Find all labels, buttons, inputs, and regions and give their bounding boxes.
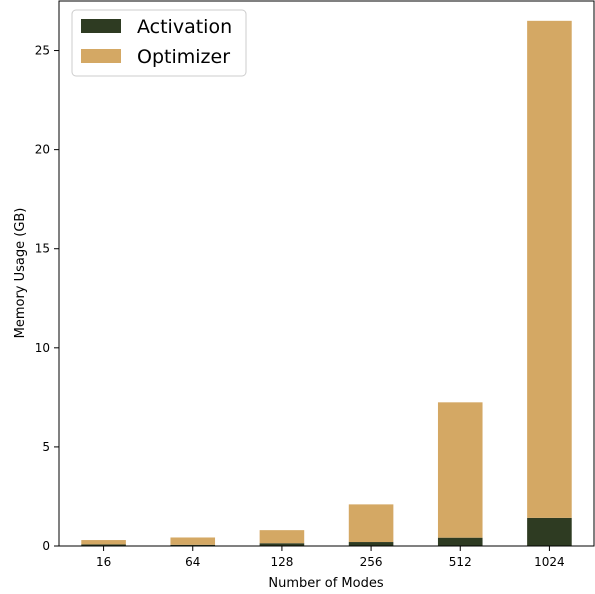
x-tick-label: 64	[185, 555, 200, 569]
y-tick-label: 15	[35, 242, 50, 256]
y-tick-label: 10	[35, 341, 50, 355]
x-tick-label: 128	[270, 555, 293, 569]
x-tick-label: 1024	[534, 555, 565, 569]
bar-optimizer-1024	[527, 20, 572, 518]
bar-optimizer-64	[170, 537, 216, 545]
bar-optimizer-512	[437, 402, 483, 538]
y-tick-label: 25	[35, 44, 50, 58]
bar-optimizer-16	[81, 540, 126, 545]
y-tick-label: 20	[35, 143, 50, 157]
legend-swatch-activation	[81, 19, 121, 33]
plot-area	[59, 1, 594, 546]
legend-label-optimizer: Optimizer	[137, 46, 230, 68]
bar-optimizer-128	[259, 530, 305, 544]
bar-activation-1024	[527, 517, 572, 546]
legend-label-activation: Activation	[137, 16, 232, 38]
axes-layer: 0 5 10 15 20 25 16 64 128 256 512 1024	[35, 0, 595, 569]
x-tick-label: 256	[360, 555, 383, 569]
bar-activation-128	[259, 543, 305, 546]
bar-activation-64	[170, 544, 216, 546]
y-tick-label: 5	[42, 440, 50, 454]
bar-activation-256	[348, 542, 394, 546]
y-axis-label: Memory Usage (GB)	[13, 208, 28, 339]
legend-swatch-optimizer	[81, 49, 121, 63]
y-tick-label: 0	[42, 539, 50, 553]
bar-optimizer-256	[348, 504, 394, 543]
x-tick-label: 512	[449, 555, 472, 569]
x-tick-label: 16	[96, 555, 111, 569]
x-axis-label: Number of Modes	[268, 576, 383, 591]
bar-activation-16	[81, 544, 126, 546]
plot-frame	[58, 0, 595, 547]
bars-layer	[81, 20, 572, 546]
legend: Activation Optimizer	[71, 9, 247, 77]
bar-activation-512	[437, 537, 483, 546]
